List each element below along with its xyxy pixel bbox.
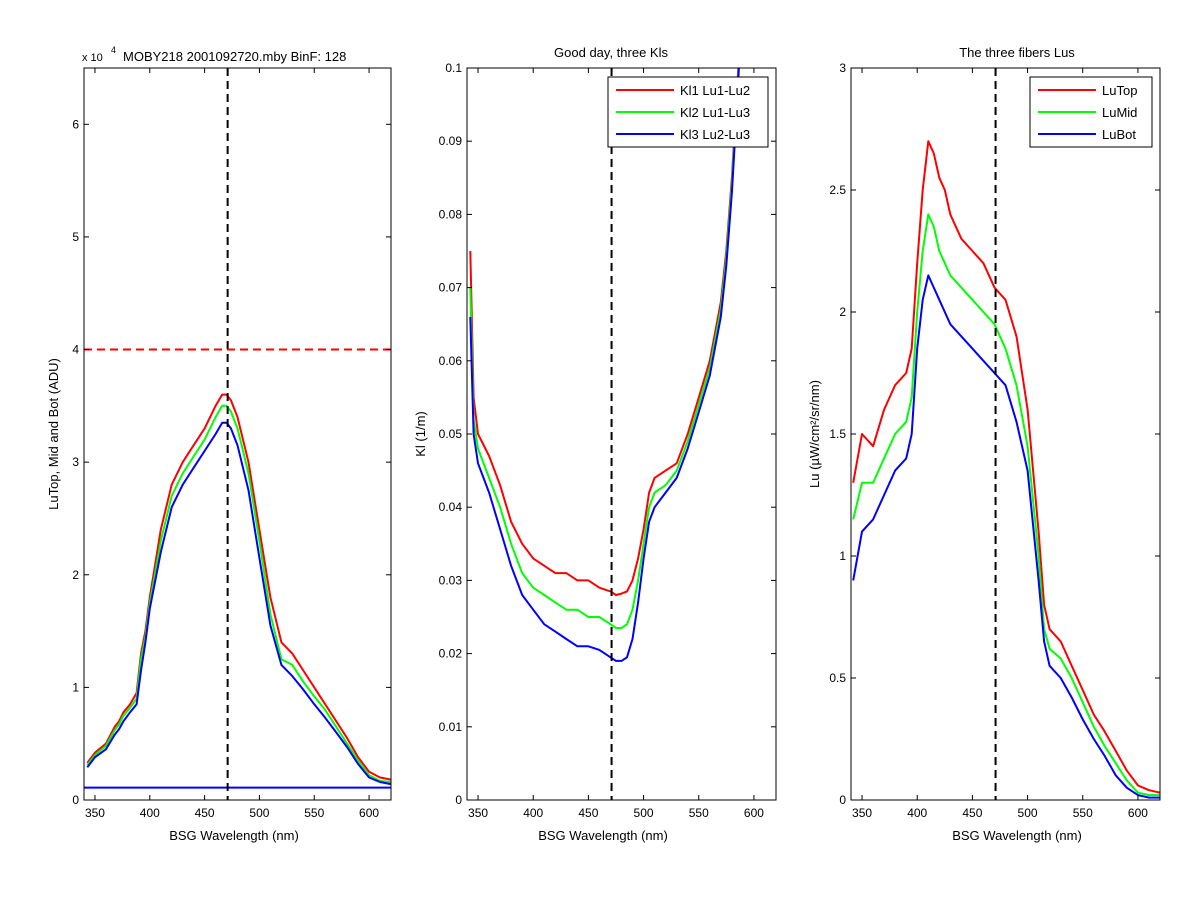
series-line-2 bbox=[86, 421, 391, 786]
series-line-lubot bbox=[852, 274, 1160, 799]
legend-label: Kl1 Lu1-Lu2 bbox=[680, 83, 750, 98]
y-tick-label: 0.1 bbox=[445, 61, 462, 75]
panel-lu-adu: x 10 4 MOBY218 2001092720.mby BinF: 128 … bbox=[46, 45, 346, 843]
x-tick-label: 500 bbox=[249, 806, 269, 820]
panel3-xlabel: BSG Wavelength (nm) bbox=[952, 828, 1082, 843]
series-line-kl2-lu1-lu3 bbox=[469, 68, 740, 629]
plot-area bbox=[84, 68, 391, 800]
x-tick-label: 550 bbox=[689, 806, 709, 820]
x-tick-label: 500 bbox=[1018, 806, 1038, 820]
panel1-title: MOBY218 2001092720.mby BinF: 128 bbox=[123, 49, 346, 64]
x-tick-label: 600 bbox=[1128, 806, 1148, 820]
panel1-scale-note: x 10 bbox=[82, 52, 103, 64]
series-line-lutop bbox=[852, 140, 1160, 794]
y-tick-label: 0.5 bbox=[829, 671, 846, 685]
y-tick-label: 0.09 bbox=[439, 134, 463, 148]
x-tick-label: 350 bbox=[85, 806, 105, 820]
plot-area bbox=[469, 68, 740, 800]
series-line-lumid bbox=[852, 213, 1160, 797]
chart-panel-1: 350 400 450 500 550 600 0 1 2 3 4 5 6 bbox=[72, 67, 392, 820]
y-tick-label: 0 bbox=[72, 793, 79, 807]
y-tick-label: 0 bbox=[455, 793, 462, 807]
y-tick-label: 1 bbox=[839, 549, 846, 563]
y-tick-label: 5 bbox=[72, 230, 79, 244]
x-tick-label: 600 bbox=[744, 806, 764, 820]
x-tick-label: 600 bbox=[359, 806, 379, 820]
y-tick-label: 2.5 bbox=[829, 183, 846, 197]
y-tick-label: 3 bbox=[839, 61, 846, 75]
y-tick-label: 4 bbox=[72, 343, 79, 357]
y-tick-label: 0.05 bbox=[439, 427, 463, 441]
legend: Kl1 Lu1-Lu2 Kl2 Lu1-Lu3 Kl3 Lu2-Lu3 bbox=[607, 76, 769, 148]
y-tick-label: 1.5 bbox=[829, 427, 846, 441]
series-line-kl3-lu2-lu3 bbox=[469, 68, 740, 662]
panel2-title: Good day, three Kls bbox=[554, 45, 668, 60]
series-line-0 bbox=[86, 393, 391, 781]
x-tick-label: 450 bbox=[578, 806, 598, 820]
panel1-xlabel: BSG Wavelength (nm) bbox=[169, 828, 299, 843]
y-tick-label: 0.01 bbox=[439, 720, 463, 734]
panel-lu-radiance: The three fibers Lus Lu (µW/cm²/sr/nm) B… bbox=[807, 45, 1082, 843]
panel2-xlabel: BSG Wavelength (nm) bbox=[538, 828, 668, 843]
panel1-ylabel: LuTop, Mid and Bot (ADU) bbox=[46, 358, 61, 510]
y-tick-label: 1 bbox=[72, 680, 79, 694]
y-tick-label: 0.04 bbox=[439, 500, 463, 514]
series-line-kl1-lu1-lu2 bbox=[469, 68, 740, 596]
x-tick-label: 350 bbox=[468, 806, 488, 820]
plot-area bbox=[852, 68, 1160, 800]
y-tick-label: 6 bbox=[72, 117, 79, 131]
legend: LuTop LuMid LuBot bbox=[1029, 76, 1153, 148]
y-tick-label: 0.07 bbox=[439, 281, 463, 295]
legend-label: LuTop bbox=[1102, 83, 1137, 98]
y-tick-label: 0.03 bbox=[439, 573, 463, 587]
x-tick-label: 550 bbox=[1073, 806, 1093, 820]
y-tick-label: 0 bbox=[839, 793, 846, 807]
legend-label: Kl2 Lu1-Lu3 bbox=[680, 105, 750, 120]
legend-label: LuBot bbox=[1102, 127, 1136, 142]
legend-label: LuMid bbox=[1102, 105, 1137, 120]
y-tick-label: 2 bbox=[839, 305, 846, 319]
x-tick-label: 550 bbox=[304, 806, 324, 820]
x-tick-label: 350 bbox=[852, 806, 872, 820]
chart-panel-2: 350 400 450 500 550 600 0 0.01 0.02 0.03 0.04 0.05 0… bbox=[439, 61, 777, 820]
y-tick-label: 0.08 bbox=[439, 207, 463, 221]
panel2-ylabel: Kl (1/m) bbox=[413, 411, 428, 457]
chart-panel-3: 350 400 450 500 550 600 0 0.5 1 1.5 2 2.5 3 LuTop LuMi… bbox=[829, 61, 1161, 820]
y-tick-label: 2 bbox=[72, 568, 79, 582]
panel3-title: The three fibers Lus bbox=[959, 45, 1075, 60]
x-tick-label: 400 bbox=[140, 806, 160, 820]
y-tick-label: 0.02 bbox=[439, 647, 463, 661]
x-tick-label: 450 bbox=[195, 806, 215, 820]
x-tick-label: 400 bbox=[523, 806, 543, 820]
panel3-ylabel: Lu (µW/cm²/sr/nm) bbox=[807, 380, 822, 488]
series-line-1 bbox=[86, 404, 391, 783]
y-tick-label: 3 bbox=[72, 455, 79, 469]
axes-frame bbox=[83, 67, 392, 801]
legend-label: Kl3 Lu2-Lu3 bbox=[680, 127, 750, 142]
panel-kl: Good day, three Kls Kl (1/m) BSG Wavelen… bbox=[413, 45, 668, 843]
panel1-scale-exponent: 4 bbox=[111, 45, 116, 55]
x-tick-label: 400 bbox=[907, 806, 927, 820]
y-tick-label: 0.06 bbox=[439, 354, 463, 368]
x-tick-label: 500 bbox=[634, 806, 654, 820]
x-tick-label: 450 bbox=[962, 806, 982, 820]
